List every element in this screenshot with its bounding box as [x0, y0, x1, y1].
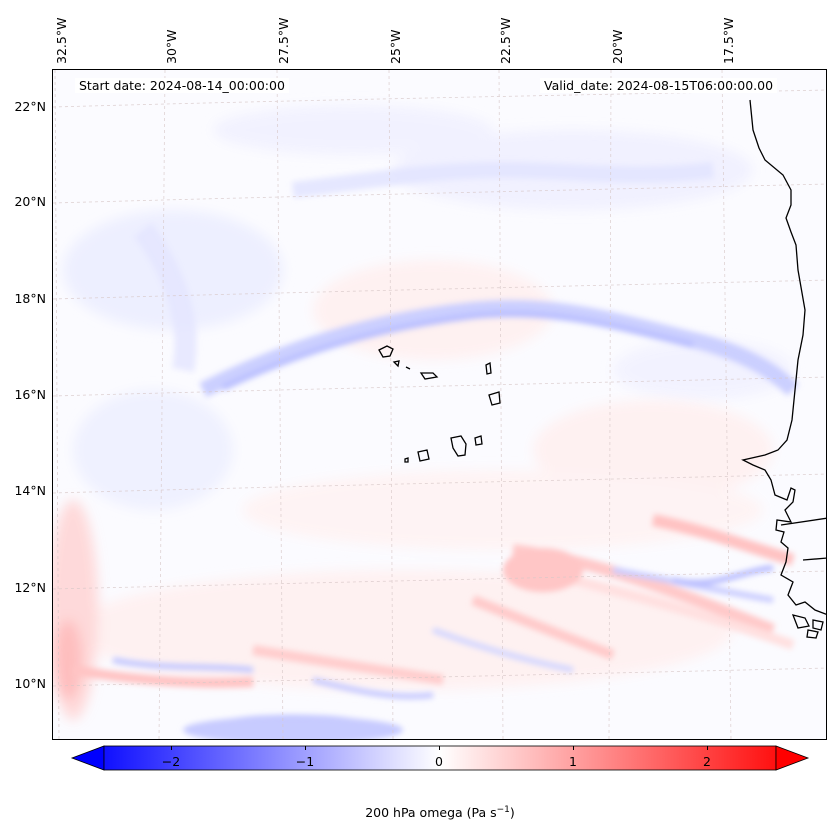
omega-field — [53, 70, 826, 739]
colorbar-body — [103, 745, 777, 771]
valid-date-label: Valid_date: 2024-08-15T06:00:00.00 — [540, 78, 778, 93]
lon-label-20w: 20°W — [610, 29, 625, 64]
colorbar-label-text: 200 hPa omega (Pa s — [365, 805, 497, 821]
colorbar-label-exponent: −1 — [496, 805, 510, 815]
lon-label-17-5w: 17.5°W — [721, 17, 736, 64]
map-panel — [52, 69, 827, 740]
lon-label-22-5w: 22.5°W — [498, 17, 513, 64]
colorbar-tick-label: 2 — [703, 754, 711, 769]
lat-label-16n: 16°N — [14, 387, 46, 402]
lon-label-25w: 25°W — [388, 29, 403, 64]
colorbar-tick-mark — [305, 746, 306, 750]
colorbar-tick-mark — [171, 746, 172, 750]
lon-label-30w: 30°W — [164, 29, 179, 64]
lat-label-14n: 14°N — [14, 483, 46, 498]
lon-label-27-5w: 27.5°W — [276, 17, 291, 64]
lat-label-20n: 20°N — [14, 194, 46, 209]
lat-label-10n: 10°N — [14, 676, 46, 691]
colorbar-tick-label: −1 — [295, 754, 315, 769]
colorbar — [70, 745, 810, 771]
start-date-label: Start date: 2024-08-14_00:00:00 — [75, 78, 289, 93]
colorbar-extend-max — [775, 745, 810, 771]
colorbar-label: 200 hPa omega (Pa s−1) — [0, 805, 837, 820]
colorbar-tick-label: −2 — [161, 754, 181, 769]
colorbar-tick-mark — [439, 746, 440, 750]
colorbar-label-close: ) — [509, 805, 515, 821]
lat-label-12n: 12°N — [14, 580, 46, 595]
colorbar-tick-mark — [707, 746, 708, 750]
colorbar-tick-mark — [573, 746, 574, 750]
lon-label-32-5w: 32.5°W — [54, 17, 69, 64]
colorbar-tick-label: 0 — [435, 754, 443, 769]
colorbar-tick-label: 1 — [569, 754, 577, 769]
lat-label-22n: 22°N — [14, 99, 46, 114]
lat-label-18n: 18°N — [14, 291, 46, 306]
colorbar-extend-min — [70, 745, 105, 771]
